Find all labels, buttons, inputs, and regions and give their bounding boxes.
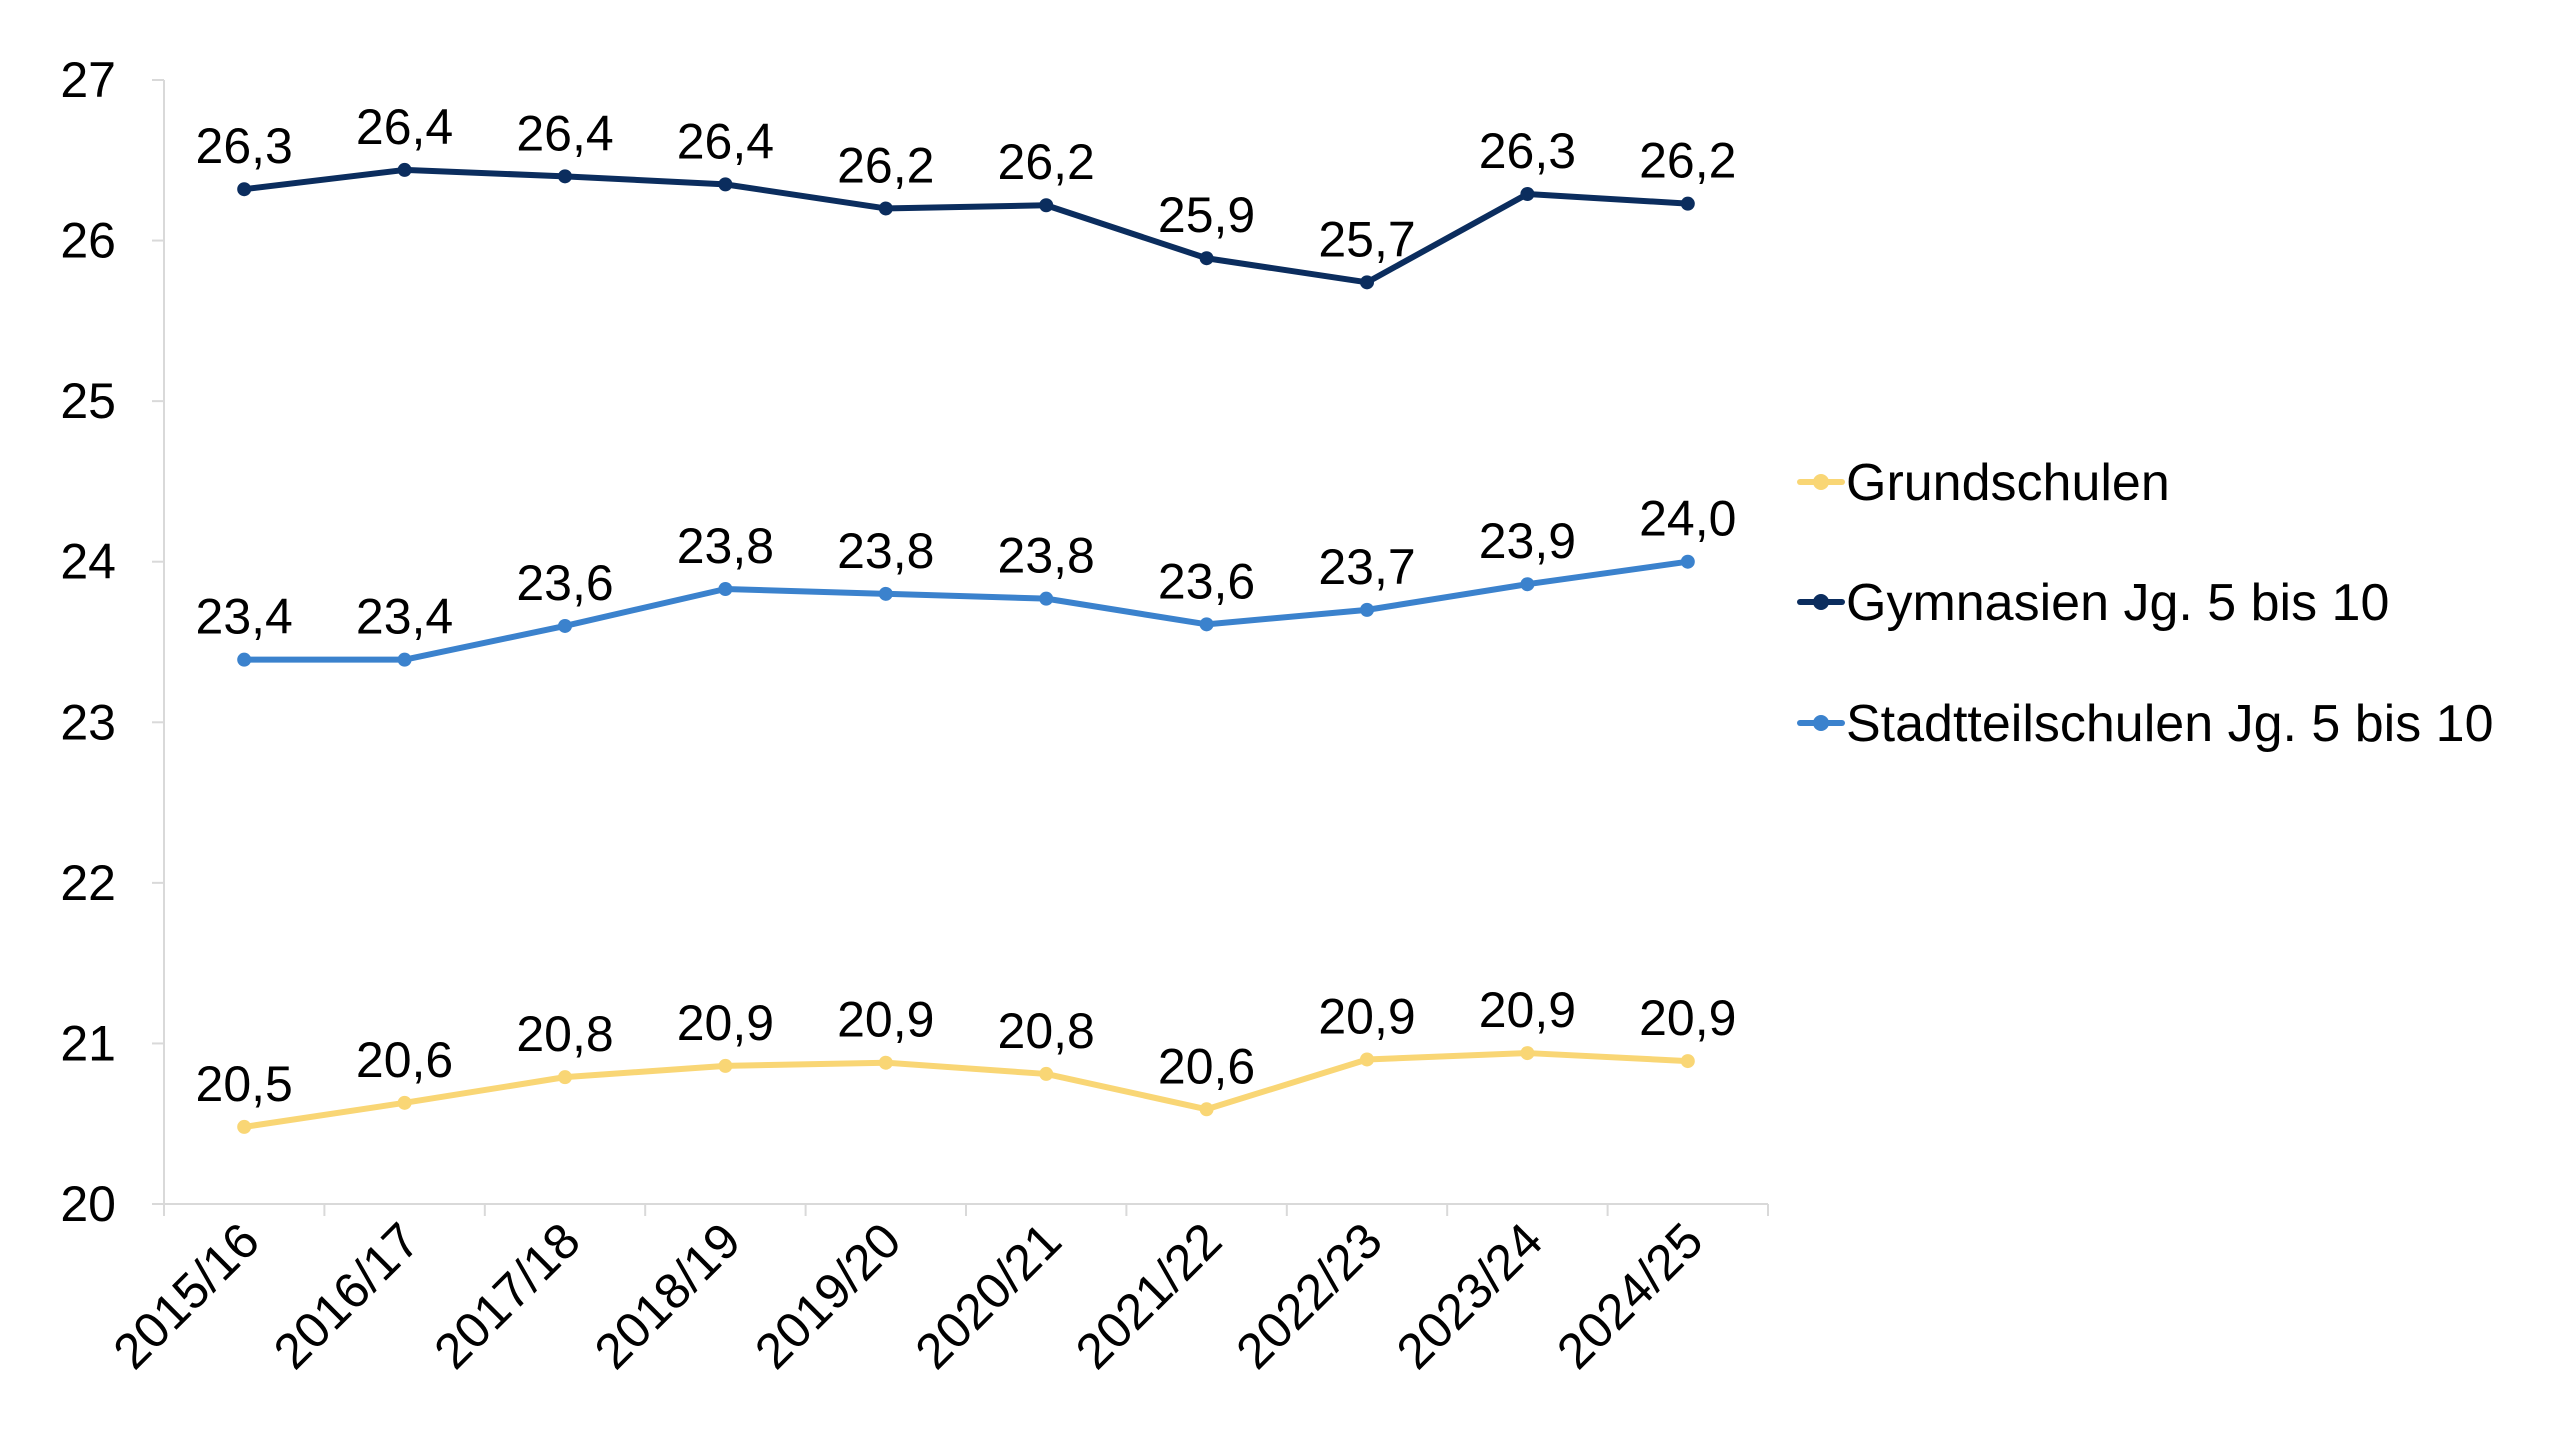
x-tick-label: 2015/16 [103,1212,270,1379]
data-point [237,182,252,197]
series-line [241,166,1691,286]
data-point [237,1119,252,1134]
data-label: 23,4 [196,589,293,645]
data-point [1199,1102,1214,1117]
x-axis-ticks: 2015/162016/172017/182018/192019/202020/… [103,1204,1769,1380]
data-label: 23,8 [677,518,774,574]
data-label: 26,2 [998,134,1095,190]
data-point [1680,196,1695,211]
y-tick-label: 21 [60,1015,116,1071]
data-point [1039,198,1054,213]
data-point [1360,1052,1374,1067]
data-label: 20,9 [837,992,934,1048]
y-tick-label: 26 [60,213,116,269]
y-tick-label: 24 [60,534,116,590]
data-point [1039,1066,1054,1081]
data-point [397,162,412,177]
data-label: 26,3 [196,118,293,174]
data-point [397,652,412,667]
legend-label: Grundschulen [1846,454,2170,512]
y-tick-label: 27 [60,52,116,108]
data-label: 20,9 [1639,990,1736,1046]
data-label: 23,8 [998,528,1095,584]
data-label: 20,6 [1158,1038,1255,1094]
legend-marker [1813,594,1829,610]
legend-marker [1813,715,1829,731]
x-tick-label: 2024/25 [1546,1212,1713,1379]
data-point [878,201,893,216]
data-label: 26,3 [1479,123,1576,179]
data-label: 25,7 [1318,211,1415,267]
x-tick-label: 2019/20 [744,1212,911,1379]
data-point [397,1095,412,1110]
data-point [718,582,733,597]
data-point [718,1058,733,1073]
data-label: 26,2 [837,137,934,193]
series-line [241,558,1691,663]
data-label: 23,7 [1318,539,1415,595]
data-label: 20,8 [516,1006,613,1062]
data-point [1199,617,1214,632]
data-labels: 20,5 20,6 20,8 20,9 20,9 20,8 20,6 20,9 20,9 20,9… [196,99,1737,1112]
data-label: 23,4 [356,589,453,645]
data-label: 26,4 [677,113,774,169]
data-label: 26,4 [516,105,613,161]
x-tick-label: 2023/24 [1386,1212,1553,1379]
data-point [1199,251,1214,266]
data-point [558,169,572,184]
data-label: 26,2 [1639,133,1736,189]
data-label: 23,6 [1158,553,1255,609]
data-label: 20,8 [998,1003,1095,1059]
data-label: 24,0 [1639,491,1736,547]
data-label: 20,5 [196,1056,293,1112]
data-point [1680,1054,1695,1069]
data-label: 25,9 [1158,187,1255,243]
data-point [1680,554,1695,569]
data-point [718,177,733,192]
data-point [1360,275,1374,290]
y-axis-ticks: 20 21 22 23 24 25 26 27 [60,52,164,1232]
data-point [237,652,252,667]
legend-marker [1813,474,1829,490]
data-point [1520,577,1535,592]
data-point [1360,602,1374,617]
y-tick-label: 23 [60,694,116,750]
data-point [1520,1046,1535,1061]
data-point [1039,591,1054,606]
legend-label: Stadtteilschulen Jg. 5 bis 10 [1846,695,2494,753]
data-label: 20,6 [356,1032,453,1088]
data-label: 20,9 [677,995,774,1051]
data-label: 23,9 [1479,513,1576,569]
data-point [558,1070,572,1085]
legend: Grundschulen Gymnasien Jg. 5 bis 10 Stadtt… [1797,454,2494,753]
data-label: 26,4 [356,99,453,155]
data-point [878,586,893,601]
x-tick-label: 2017/18 [423,1212,590,1379]
y-tick-label: 25 [60,373,116,429]
x-tick-label: 2021/22 [1065,1212,1232,1379]
x-tick-label: 2020/21 [905,1212,1072,1379]
y-tick-label: 20 [60,1176,116,1232]
x-tick-label: 2018/19 [584,1212,751,1379]
series-lines [237,162,1695,1134]
data-label: 20,9 [1318,988,1415,1044]
legend-label: Gymnasien Jg. 5 bis 10 [1846,574,2389,632]
x-tick-label: 2016/17 [263,1212,430,1379]
data-label: 23,8 [837,523,934,579]
data-point [558,618,572,633]
series-line [241,1050,1691,1130]
data-point [878,1055,893,1070]
data-point [1520,187,1535,202]
data-label: 20,9 [1479,982,1576,1038]
x-tick-label: 2022/23 [1225,1212,1392,1379]
data-label: 23,6 [516,555,613,611]
y-tick-label: 22 [60,855,116,911]
